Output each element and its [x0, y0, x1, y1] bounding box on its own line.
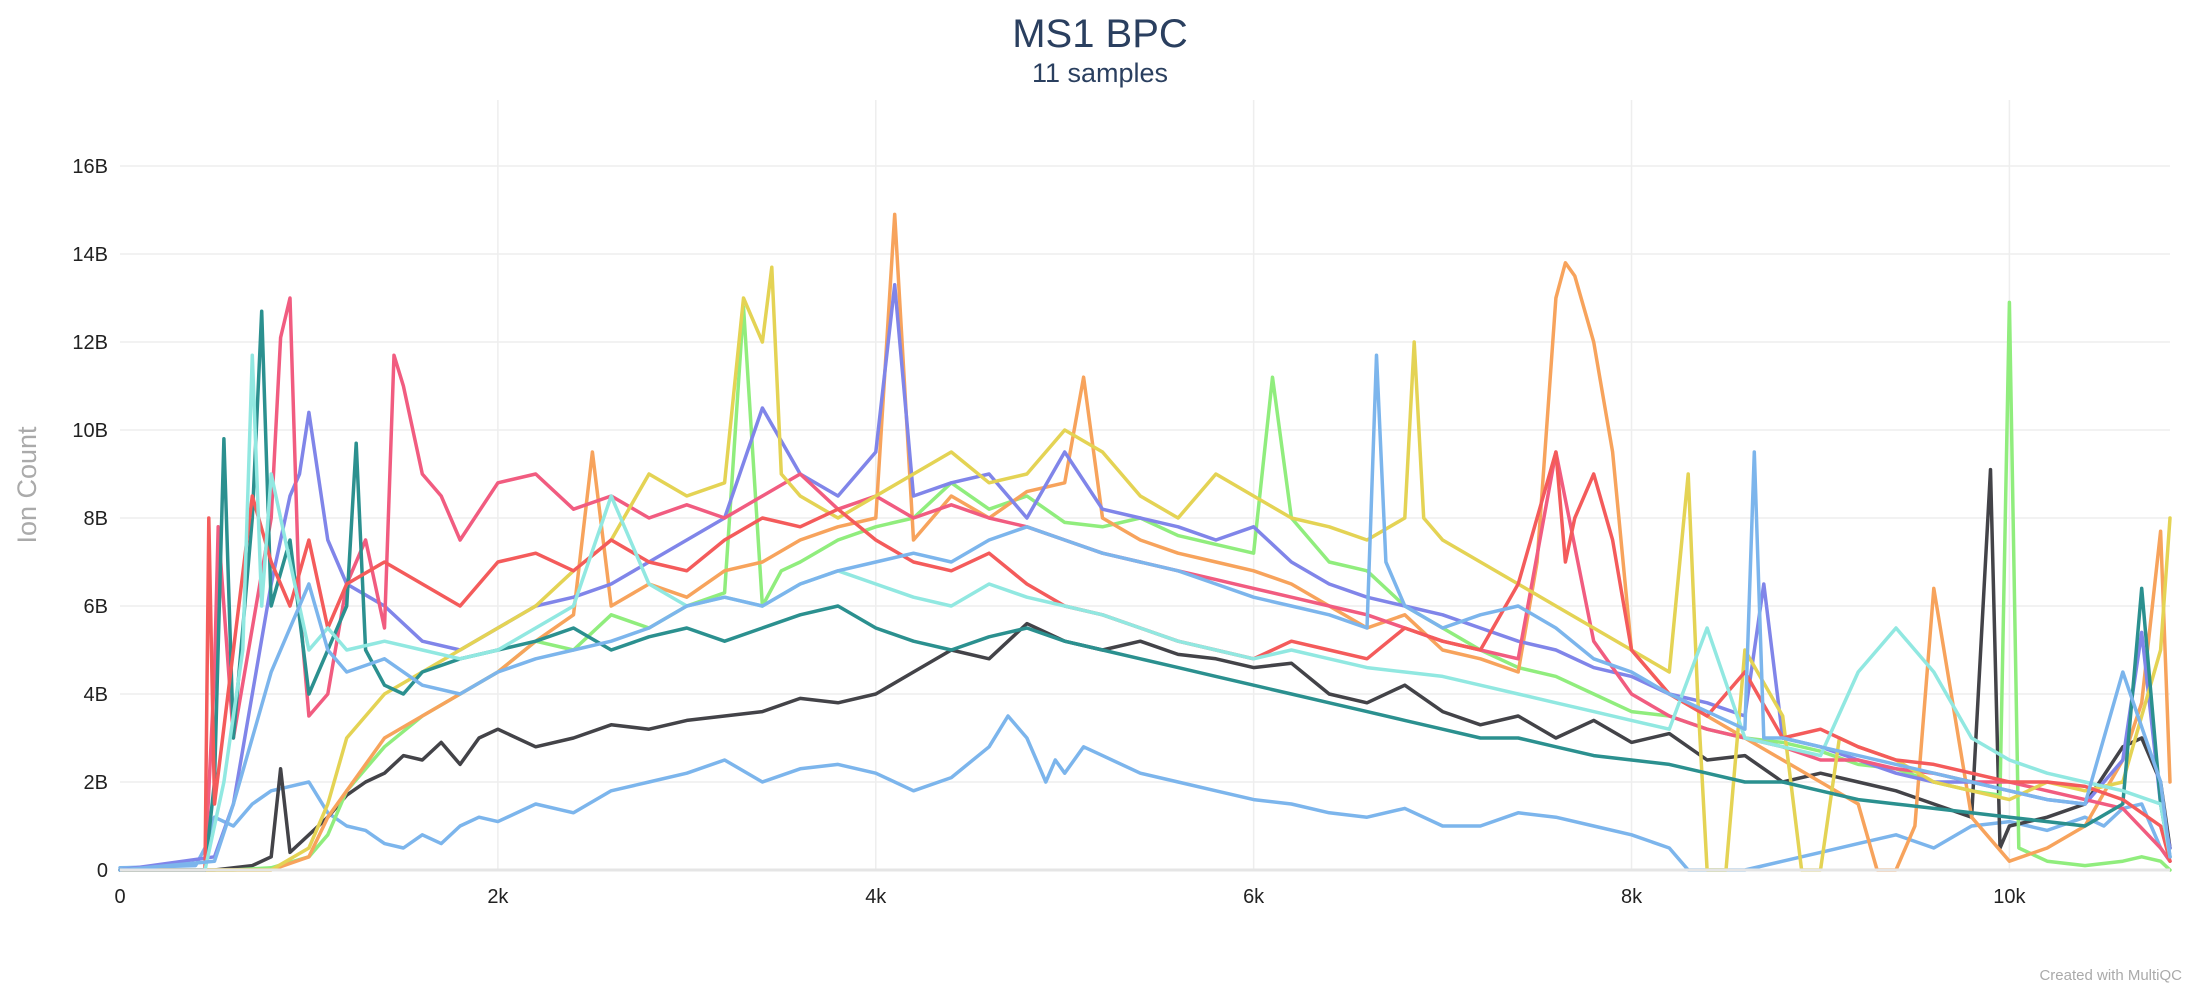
series-line-8 [118, 309, 2172, 872]
y-axis-label: Ion Count [12, 426, 42, 544]
y-tick-label: 4B [84, 684, 108, 706]
y-tick-label: 14B [72, 244, 108, 266]
y-tick-label: 12B [72, 332, 108, 354]
y-tick-label: 2B [84, 772, 108, 794]
chart-title: MS1 BPC [1012, 12, 1188, 56]
credit-text: Created with MultiQC [2039, 967, 2182, 984]
series-line-1 [118, 714, 2172, 872]
y-tick-label: 0 [97, 860, 108, 882]
x-tick-label: 4k [865, 886, 887, 908]
x-tick-label: 6k [1243, 886, 1265, 908]
series-group [118, 212, 2172, 872]
series-line-5 [118, 283, 2172, 872]
grid [120, 100, 2170, 870]
chart-subtitle: 11 samples [1031, 58, 1169, 88]
series-line-11 [118, 353, 2172, 872]
x-tick-label: 0 [114, 886, 125, 908]
series-line-7 [118, 265, 2172, 872]
series-line-4 [118, 212, 2172, 872]
y-tick-label: 6B [84, 596, 108, 618]
series-line-10 [118, 353, 2172, 872]
x-tick-label: 10k [1993, 886, 2026, 908]
axes: 0 2B 4B 6B 8B 10B 12B 14B 16B 0 2k 4k 6k 8k 10k [72, 156, 2170, 908]
y-tick-label: 8B [84, 508, 108, 530]
x-tick-label: 8k [1621, 886, 1643, 908]
x-tick-label: 2k [487, 886, 509, 908]
y-tick-label: 10B [72, 420, 108, 442]
y-tick-label: 16B [72, 156, 108, 178]
